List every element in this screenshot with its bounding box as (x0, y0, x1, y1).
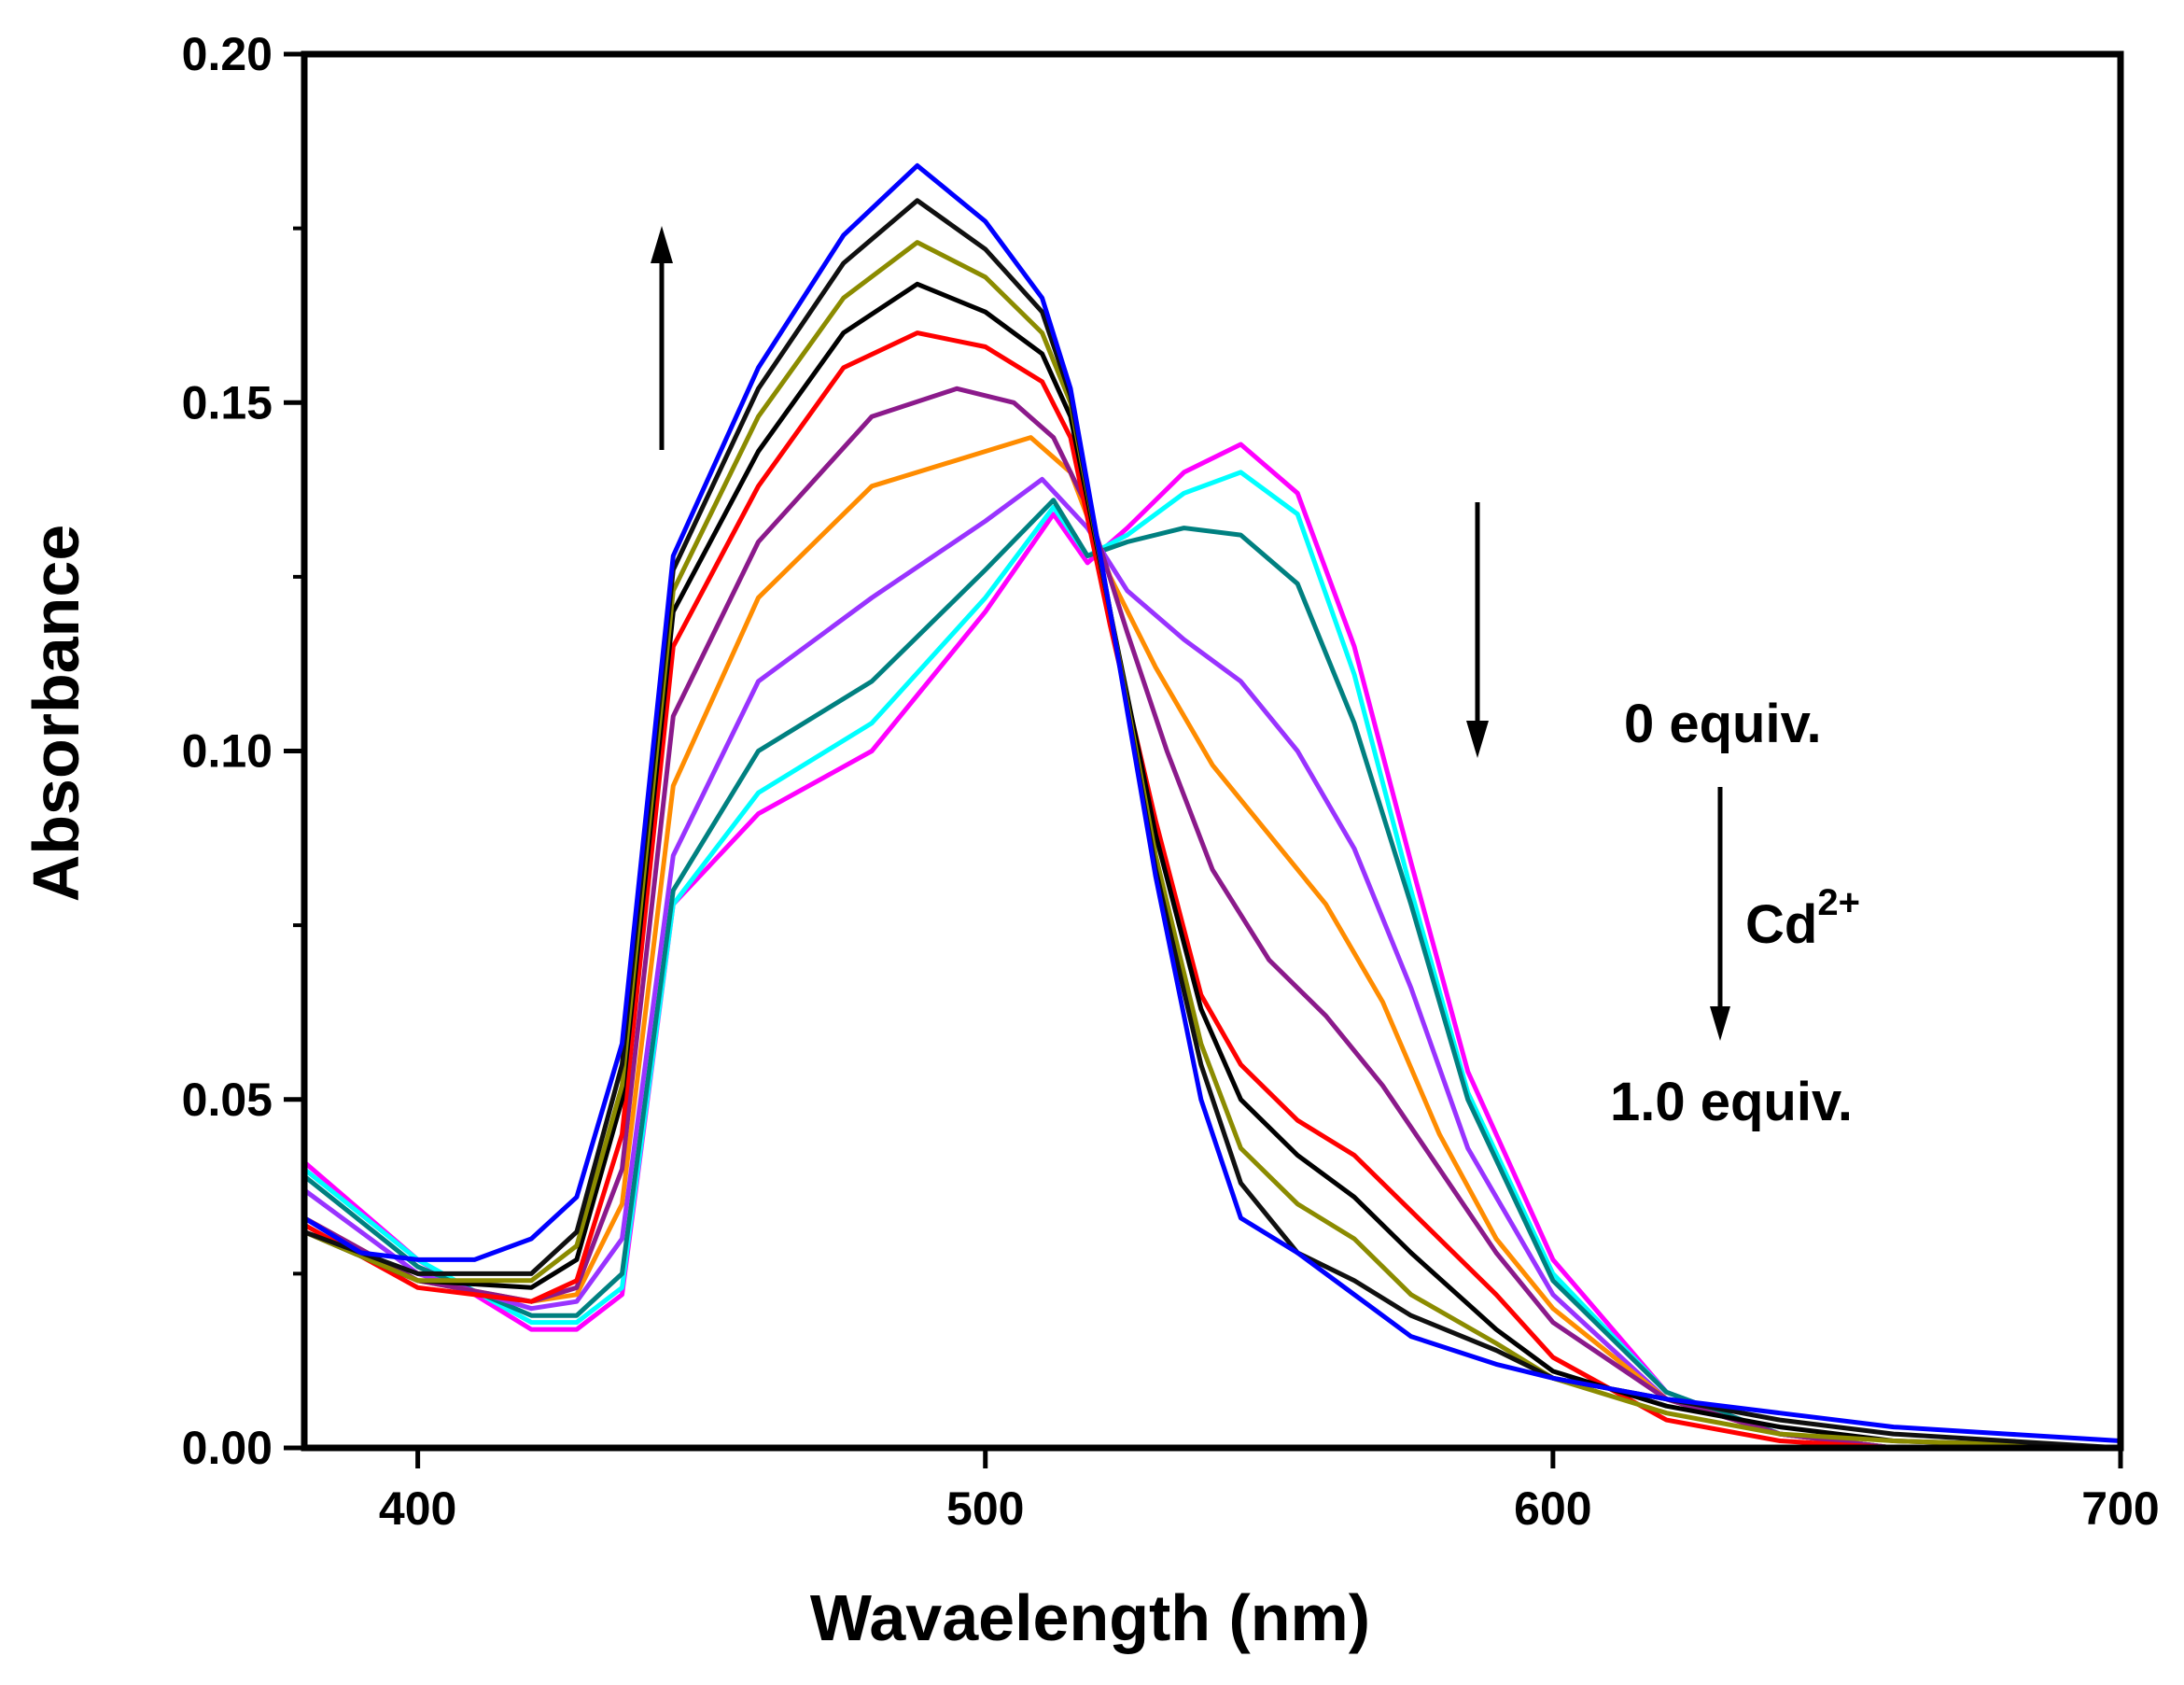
y-axis-title: Absorbance (20, 525, 92, 903)
y-tick-label-3: 0.15 (182, 376, 273, 428)
increase-arrow (651, 226, 673, 450)
cd-ion-charge: 2+ (1817, 882, 1860, 923)
x-tick-label-600: 600 (1514, 1482, 1591, 1535)
start-equiv-label: 0 equiv. (1624, 694, 1822, 754)
y-tick-label-0: 0.00 (182, 1422, 273, 1474)
series-line-4 (302, 435, 2121, 1451)
series-line-6 (302, 330, 2121, 1451)
series-line-10 (302, 162, 2121, 1443)
x-tick-label-500: 500 (946, 1482, 1024, 1535)
series-line-3 (302, 476, 2121, 1451)
cd-ion-symbol: Cd (1745, 894, 1817, 955)
cd-ion-label: Cd2+ (1745, 882, 1860, 955)
x-axis-title: Wavaelength (nm) (810, 1581, 1370, 1654)
series-layer (302, 162, 2121, 1451)
ticks-layer: 400 500 600 700 0.00 0.05 0.10 0.15 0.20 (182, 28, 2160, 1535)
y-tick-label-1: 0.05 (182, 1074, 273, 1126)
series-line-5 (302, 386, 2121, 1451)
titration-arrow (1710, 787, 1730, 1041)
series-line-2 (302, 498, 2121, 1451)
end-equiv-label: 1.0 equiv. (1610, 1072, 1853, 1132)
x-tick-label-400: 400 (379, 1482, 456, 1535)
series-line-1 (302, 470, 2121, 1451)
series-line-0 (302, 442, 2121, 1451)
x-tick-label-700: 700 (2081, 1482, 2159, 1535)
series-line-8 (303, 240, 2121, 1451)
decrease-arrow (1466, 502, 1489, 758)
y-tick-label-2: 0.10 (182, 725, 273, 778)
y-tick-label-4: 0.20 (182, 28, 273, 80)
